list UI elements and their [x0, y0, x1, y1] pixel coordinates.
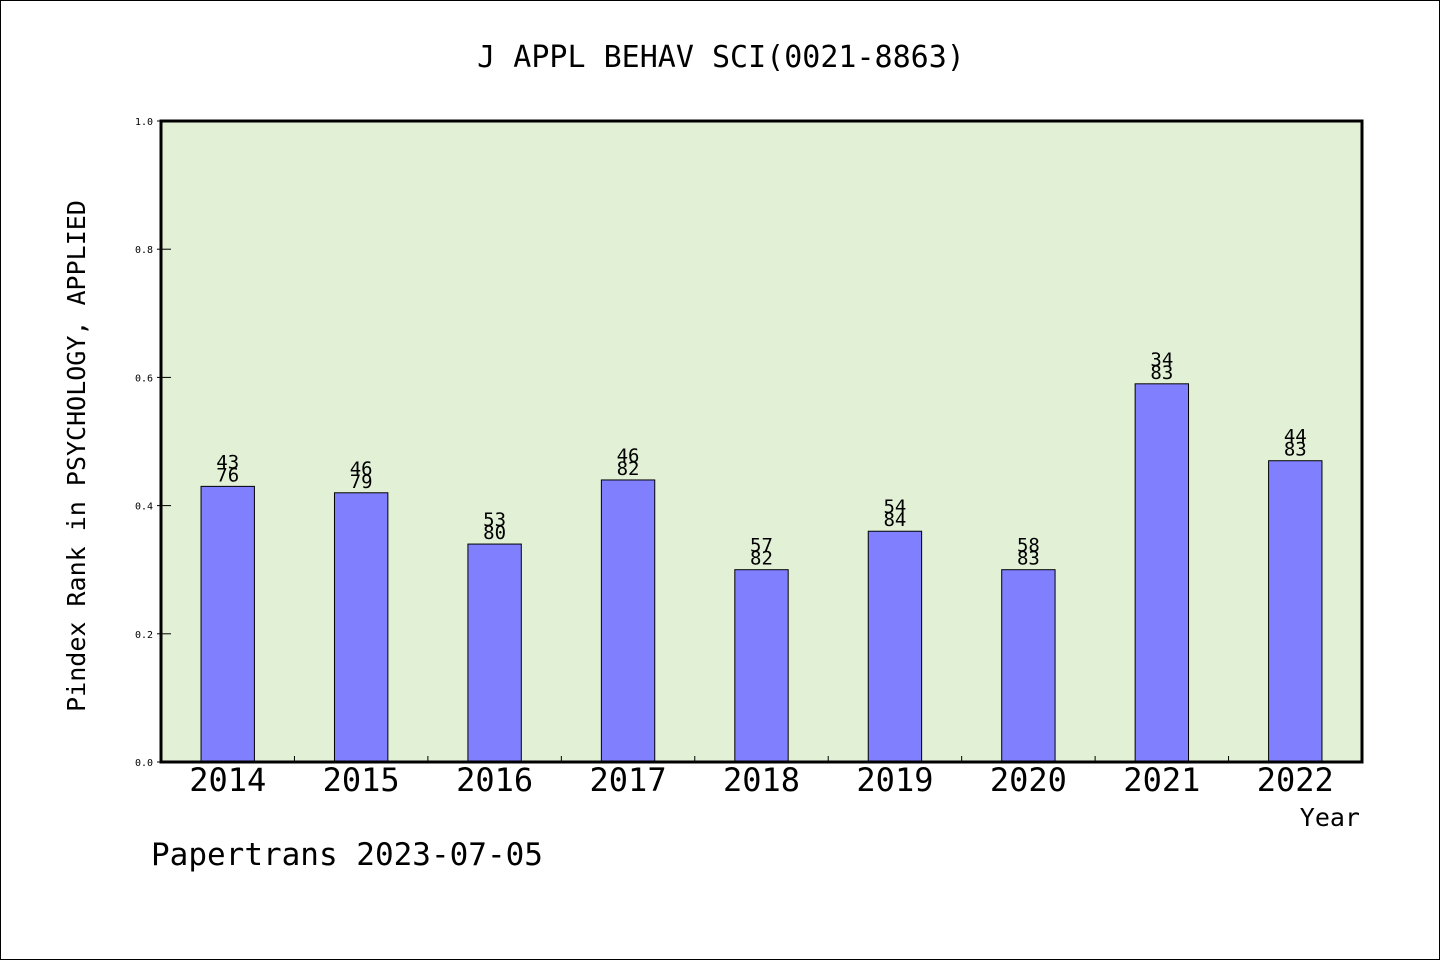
footer-credit: Papertrans 2023-07-05 [151, 837, 543, 873]
bar-2015 [333, 492, 389, 763]
bar-2018 [734, 569, 789, 763]
bar-2014 [200, 485, 255, 763]
bar-2019 [867, 530, 923, 763]
bar-label-total: 83 [1150, 362, 1173, 384]
bar-label-total: 82 [617, 458, 640, 480]
y-tick-label: 1.0 [135, 117, 153, 128]
x-tick-label: 2017 [590, 761, 667, 799]
y-tick-label: 0.2 [135, 630, 153, 641]
x-tick-label: 2022 [1257, 761, 1334, 799]
bar-label-total: 79 [350, 471, 373, 493]
bar-label-total: 80 [483, 522, 506, 544]
bar-2021 [1134, 383, 1190, 763]
y-tick-label: 0.4 [135, 502, 153, 513]
bar-label-rank: 57 [750, 535, 773, 557]
y-tick-label: 0.0 [135, 758, 153, 769]
x-tick-label: 2021 [1123, 761, 1200, 799]
chart-title: J APPL BEHAV SCI(0021-8863) [477, 40, 965, 75]
bar-label-total: 76 [216, 464, 239, 486]
bar-label-total: 84 [883, 509, 906, 531]
bar-2022 [1268, 460, 1323, 763]
x-axis-label: Year [1300, 803, 1360, 832]
x-tick-label: 2019 [856, 761, 933, 799]
bar-2017 [600, 479, 656, 763]
y-tick-label: 0.6 [135, 373, 153, 384]
bar-series [200, 383, 1323, 763]
bar-label-rank: 46 [350, 458, 373, 480]
y-axis-label: Pindex Rank in PSYCHOLOGY, APPLIED [62, 200, 91, 712]
bar-label-rank: 54 [883, 496, 906, 518]
x-tick-label: 2020 [990, 761, 1067, 799]
bar-label-rank: 34 [1150, 349, 1173, 371]
bar-label-rank: 58 [1017, 535, 1040, 557]
bar-2020 [1001, 569, 1056, 763]
bar-label-rank: 43 [216, 451, 239, 473]
bar-label-rank: 44 [1284, 426, 1307, 448]
plot-frame [159, 119, 1364, 764]
bar-label-rank: 53 [483, 509, 506, 531]
bar-label-total: 82 [750, 548, 773, 570]
bar-label-total: 83 [1284, 439, 1307, 461]
bar-2016 [467, 543, 522, 763]
x-tick-label: 2014 [189, 761, 266, 799]
bar-label-total: 83 [1017, 548, 1040, 570]
y-tick-label: 0.8 [135, 245, 153, 256]
x-tick-label: 2018 [723, 761, 800, 799]
bar-label-rank: 46 [617, 445, 640, 467]
x-tick-label: 2016 [456, 761, 533, 799]
x-axis-ticks: 2014 2015 2016 2017 2018 2019 2020 2021 2022 [189, 756, 1334, 799]
x-tick-label: 2015 [323, 761, 400, 799]
